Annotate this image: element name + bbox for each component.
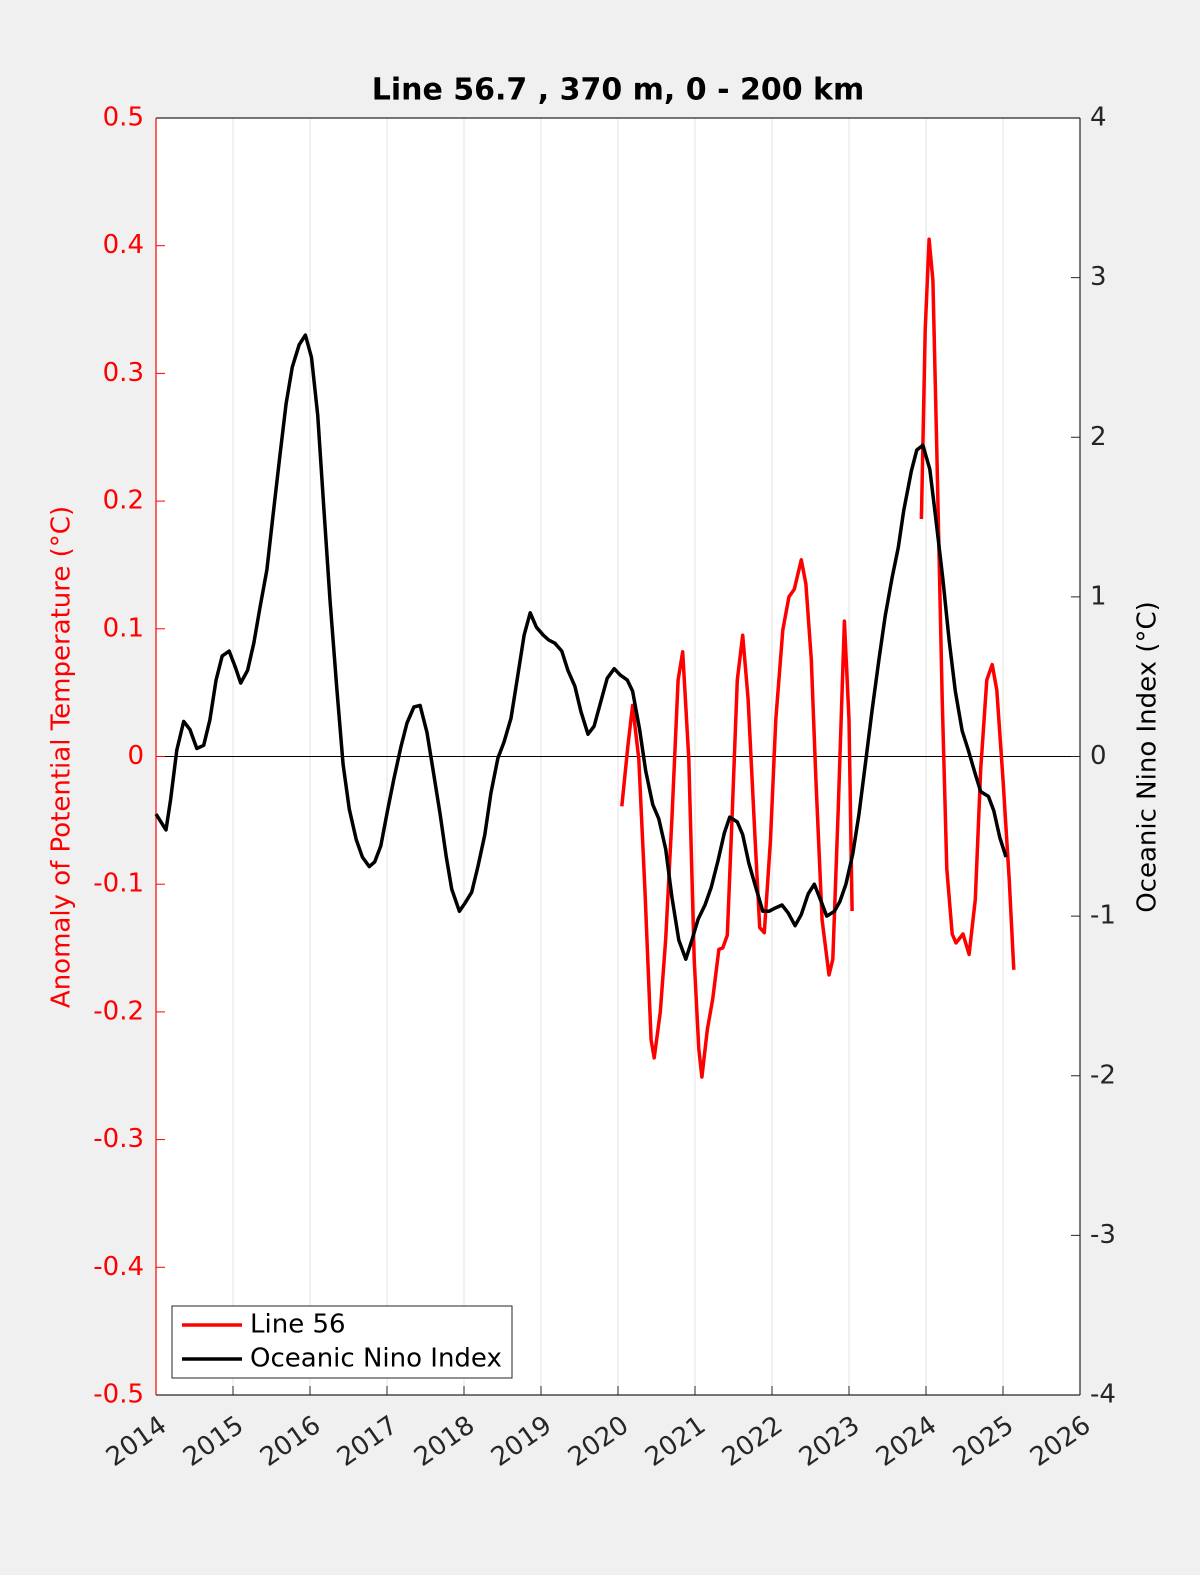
line-series <box>919 237 1016 970</box>
y-axis-label: Anomaly of Potential Temperature (°C) <box>47 506 77 1008</box>
line-series <box>154 333 1008 961</box>
y2-axis-label: Oceanic Nino Index (°C) <box>1133 601 1163 913</box>
x-tick-label: 2015 <box>178 1410 249 1473</box>
y-tick-label: -0.1 <box>93 869 144 899</box>
x-tick-label: 2017 <box>332 1410 403 1473</box>
y-tick-label: 0.4 <box>103 230 144 260</box>
y-tick-label: 0.5 <box>103 103 144 133</box>
y-tick-label: -0.5 <box>93 1380 144 1410</box>
x-tick-label: 2020 <box>563 1410 634 1473</box>
y2-tick-label: 3 <box>1090 262 1107 292</box>
legend-label: Line 56 <box>250 1310 346 1340</box>
x-tick-label: 2023 <box>794 1410 865 1473</box>
x-tick-label: 2024 <box>871 1410 942 1473</box>
x-tick-label: 2014 <box>101 1410 172 1473</box>
chart-title: Line 56.7 , 370 m, 0 - 200 km <box>372 73 865 108</box>
y2-tick-label: 1 <box>1090 581 1107 611</box>
y-tick-label: -0.2 <box>93 996 144 1026</box>
y-tick-label: 0 <box>127 741 144 771</box>
legend-box <box>171 1305 513 1379</box>
y-tick-label: 0.2 <box>103 486 144 516</box>
x-tick-label: 2022 <box>717 1410 788 1473</box>
legend: Line 56 Oceanic Nino Index <box>171 1305 513 1379</box>
y2-tick-label: -3 <box>1090 1220 1116 1250</box>
y-tick-label: 0.1 <box>103 613 144 643</box>
x-tick-label: 2018 <box>409 1410 480 1473</box>
x-tick-label: 2019 <box>486 1410 557 1473</box>
x-tick-label: 2021 <box>640 1410 711 1473</box>
x-tick-label: 2025 <box>948 1410 1019 1473</box>
y2-tick-label: -2 <box>1090 1060 1116 1090</box>
legend-label: Oceanic Nino Index <box>250 1344 502 1374</box>
x-tick-label: 2016 <box>255 1410 326 1473</box>
y2-tick-label: -4 <box>1090 1380 1116 1410</box>
y2-tick-label: 0 <box>1090 741 1107 771</box>
x-tick-label: 2026 <box>1025 1410 1096 1473</box>
y2-tick-label: 4 <box>1090 103 1107 133</box>
y-tick-label: -0.3 <box>93 1124 144 1154</box>
y-tick-label: -0.4 <box>93 1252 144 1282</box>
line-series <box>620 558 854 1079</box>
y2-tick-label: -1 <box>1090 901 1116 931</box>
y-tick-label: 0.3 <box>103 358 144 388</box>
y2-tick-label: 2 <box>1090 422 1107 452</box>
